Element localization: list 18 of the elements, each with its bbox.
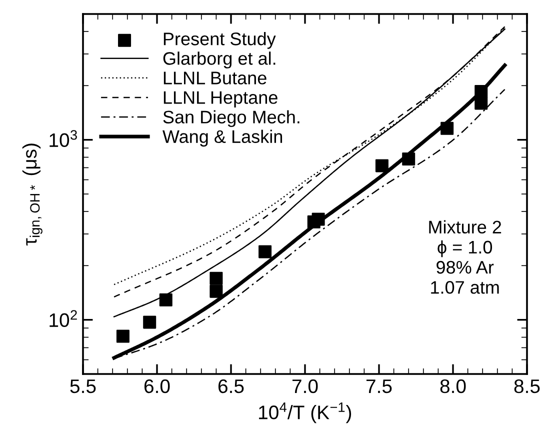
legend-label: San Diego Mech.: [163, 110, 300, 128]
legend-label: Wang & Laskin: [162, 130, 282, 147]
y-tick-label: 10$^{3}$: [50, 130, 77, 148]
y-axis-title: τ$_{ign,OH*}$ (μs): [22, 144, 42, 246]
annotation: Mixture 2 ϕ = 1.0 98% Ar 1.07 atm: [429, 220, 502, 294]
legend-label: LLNL Heptane: [164, 91, 278, 108]
x-tick-label: 8.5: [514, 379, 540, 394]
x-tick-label: 6.5: [218, 379, 244, 394]
x-axis-title: 10$^{4}$/T (K$^{−1}$): [259, 402, 352, 424]
x-tick-label: 8.0: [440, 379, 466, 394]
legend-label: Glarborg et al.: [163, 52, 276, 68]
x-tick-label: 7.5: [366, 380, 392, 394]
legend-label: Present Study: [164, 32, 276, 49]
x-tick-label: 6.0: [144, 379, 170, 394]
legend-label: LLNL Butane: [164, 72, 266, 84]
x-tick-label: 5.5: [70, 380, 96, 394]
x-tick-label: 7.0: [292, 379, 318, 394]
y-tick-label: 10$^{2}$: [50, 310, 77, 328]
